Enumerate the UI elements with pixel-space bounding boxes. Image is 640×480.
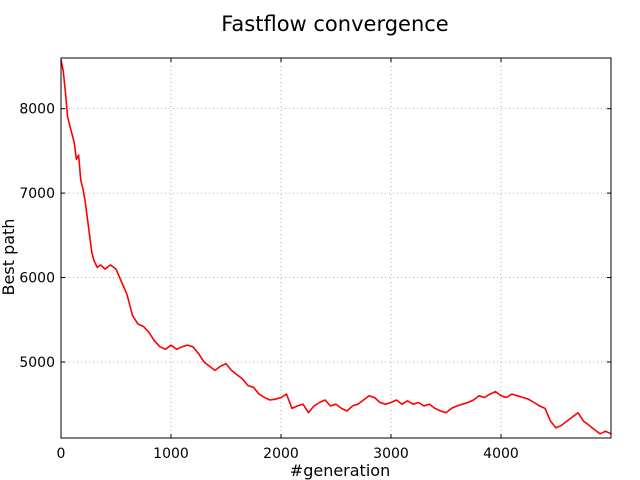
- y-tick-label: 6000: [19, 271, 55, 287]
- x-tick-label: 3000: [373, 446, 409, 462]
- x-tick-label: 4000: [483, 446, 519, 462]
- y-axis-label: Best path: [0, 219, 18, 296]
- y-tick-label: 8000: [19, 102, 55, 118]
- y-tick-label: 7000: [19, 186, 55, 202]
- axis-ticks: [60, 58, 611, 438]
- x-tick-label: 0: [57, 446, 66, 462]
- tick-labels: 0 1000 2000 3000 4000 5000 6000 7000 8000: [19, 102, 518, 462]
- grid: [61, 58, 611, 438]
- x-axis-label: #generation: [290, 461, 390, 480]
- series-line-best-path: [60, 59, 612, 435]
- plot-frame: [60, 57, 612, 439]
- y-tick-label: 5000: [19, 355, 55, 371]
- x-tick-label: 2000: [263, 446, 299, 462]
- x-tick-label: 1000: [153, 446, 189, 462]
- chart-title: Fastflow convergence: [221, 12, 448, 36]
